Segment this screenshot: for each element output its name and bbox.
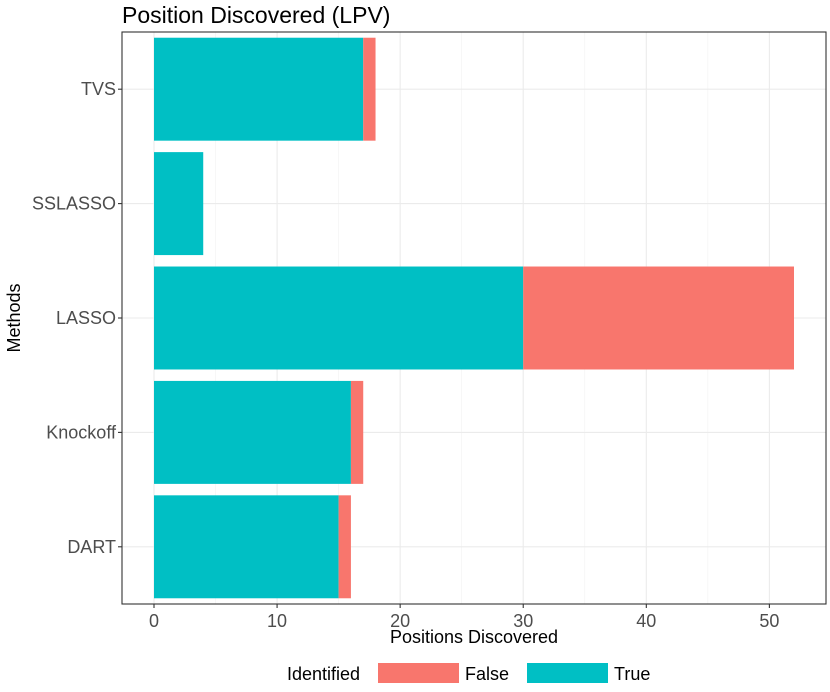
bar-tvs-false bbox=[363, 37, 376, 141]
x-tick-label: 30 bbox=[513, 611, 533, 631]
legend-label-false: False bbox=[465, 664, 509, 684]
x-axis-title: Positions Discovered bbox=[390, 627, 558, 647]
bar-tvs-true bbox=[154, 37, 364, 141]
legend-key-true bbox=[527, 663, 608, 683]
y-tick-label: SSLASSO bbox=[32, 194, 116, 214]
plot-panel: TVS SSLASSO LASSO Knockoff DART 0 10 20 30 40 50 bbox=[32, 31, 827, 631]
bar-knockoff-false bbox=[350, 380, 364, 484]
legend-title: Identified bbox=[287, 664, 360, 684]
y-tick-label: Knockoff bbox=[46, 422, 117, 442]
bar-lasso-true bbox=[154, 266, 524, 370]
bar-dart-true bbox=[154, 495, 339, 599]
y-tick-label: LASSO bbox=[56, 308, 116, 328]
x-tick-label: 10 bbox=[267, 611, 287, 631]
bar-lasso-false bbox=[523, 266, 794, 370]
bar-dart-false bbox=[338, 495, 351, 599]
x-tick-label: 0 bbox=[149, 611, 159, 631]
y-axis-title: Methods bbox=[4, 283, 24, 352]
legend: Identified False True bbox=[287, 663, 650, 684]
x-tick-label: 20 bbox=[390, 611, 410, 631]
bar-knockoff-true bbox=[154, 380, 351, 484]
y-tick-label: DART bbox=[67, 537, 116, 557]
legend-label-true: True bbox=[614, 664, 650, 684]
bar-sslasso-true bbox=[154, 152, 204, 256]
x-tick-label: 40 bbox=[636, 611, 656, 631]
x-tick-label: 50 bbox=[759, 611, 779, 631]
y-tick-label: TVS bbox=[81, 79, 116, 99]
chart-title: Position Discovered (LPV) bbox=[122, 2, 390, 28]
legend-key-false bbox=[378, 663, 459, 683]
